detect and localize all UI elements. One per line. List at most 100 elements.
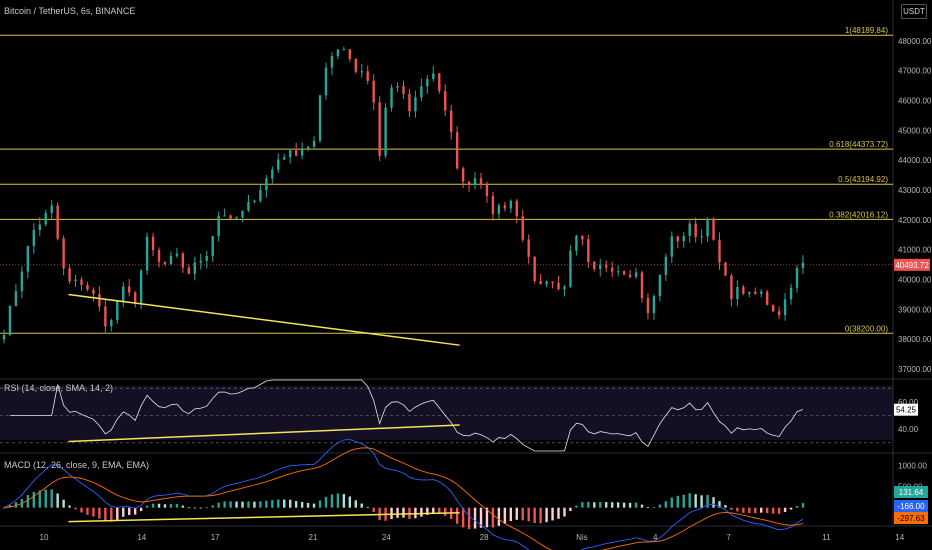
macd-histogram-bar	[157, 503, 161, 508]
macd-indicator-label[interactable]: MACD (12, 26, close, 9, EMA, EMA)	[4, 460, 150, 470]
candle	[789, 287, 793, 300]
candle	[223, 215, 226, 217]
macd-histogram-bar	[771, 507, 775, 514]
macd-histogram-bar	[557, 507, 560, 519]
macd-histogram-bar	[742, 507, 745, 513]
candle	[771, 304, 775, 312]
candle	[259, 189, 262, 201]
macd-histogram-bar	[515, 507, 518, 520]
price-tick-label: 42000.00	[898, 216, 932, 225]
macd-histogram-bar	[485, 507, 489, 528]
price-tick-label: 47000.00	[898, 67, 932, 76]
candle	[432, 73, 435, 79]
candle	[521, 216, 524, 240]
macd-histogram-bar	[783, 507, 787, 513]
fib-level-label: 1(48189.84)	[845, 26, 888, 35]
candle	[128, 286, 131, 293]
macd-histogram-bar	[569, 507, 572, 512]
candle	[497, 205, 501, 214]
macd-line-value-label: -166.00	[897, 502, 925, 511]
candle	[593, 261, 596, 270]
candle	[122, 286, 125, 302]
macd-histogram-bar	[169, 504, 173, 508]
macd-histogram-bar	[712, 497, 715, 508]
candle	[533, 256, 536, 282]
candle	[104, 306, 107, 327]
candle	[545, 281, 548, 285]
candle	[688, 223, 691, 237]
macd-histogram-bar	[646, 507, 650, 508]
candle	[742, 286, 745, 294]
rsi-indicator-label[interactable]: RSI (14, close, SMA, 14, 2)	[4, 383, 114, 393]
candle	[92, 289, 95, 294]
candle	[62, 238, 65, 269]
macd-histogram-bar	[479, 507, 483, 528]
candle	[32, 230, 36, 247]
macd-histogram-bar	[223, 501, 226, 508]
price-tick-label: 46000.00	[898, 97, 932, 106]
fib-level-label: 0.618(44373.72)	[829, 140, 888, 149]
candle	[384, 107, 387, 156]
candle	[491, 196, 495, 214]
candle	[414, 97, 417, 112]
candle	[426, 78, 429, 87]
macd-histogram-bar	[736, 507, 739, 512]
macd-histogram-bar	[139, 507, 143, 512]
candle	[26, 246, 30, 272]
candle	[247, 201, 250, 211]
macd-histogram-bar	[748, 507, 751, 514]
candle	[581, 235, 584, 240]
macd-histogram-bar	[68, 505, 71, 508]
candle	[652, 296, 656, 314]
macd-histogram-bar	[50, 489, 53, 508]
macd-histogram-bar	[426, 507, 429, 515]
candle	[289, 150, 292, 158]
macd-histogram-bar	[277, 499, 280, 508]
macd-histogram-bar	[253, 501, 256, 508]
candle	[271, 169, 274, 179]
candle	[783, 299, 787, 316]
time-tick-label: 7	[726, 533, 731, 542]
candle	[14, 291, 18, 306]
price-tick-label: 38000.00	[898, 335, 932, 344]
macd-histogram-bar	[38, 490, 41, 508]
macd-histogram-value-label: 131.64	[899, 488, 924, 497]
macd-histogram-bar	[491, 507, 495, 528]
candle	[205, 256, 208, 261]
candle	[74, 279, 77, 282]
candle	[20, 271, 24, 292]
candle	[175, 253, 179, 256]
price-trendline	[68, 293, 460, 346]
macd-histogram-bar	[473, 507, 477, 529]
macd-signal-value-label: -297.63	[897, 514, 925, 523]
macd-histogram-bar	[688, 493, 691, 508]
currency-badge[interactable]: USDT	[901, 4, 927, 19]
rsi-tick-label: 40.00	[898, 425, 919, 434]
time-tick-label: 24	[382, 533, 391, 542]
candle	[700, 236, 703, 238]
candle	[801, 262, 805, 269]
price-tick-label: 40000.00	[898, 276, 932, 285]
macd-histogram-bar	[575, 505, 578, 508]
macd-histogram-bar	[766, 507, 769, 514]
macd-histogram-bar	[336, 493, 340, 508]
candle	[706, 218, 709, 237]
macd-histogram-bar	[610, 502, 614, 508]
macd-histogram-bar	[801, 503, 805, 508]
candle	[181, 253, 185, 268]
candle	[86, 284, 89, 290]
macd-histogram-bar	[634, 502, 638, 508]
macd-histogram-bar	[175, 504, 179, 508]
candle	[330, 56, 334, 68]
candle	[718, 239, 721, 263]
candle	[283, 157, 286, 160]
time-tick-label: 28	[480, 533, 489, 542]
candle	[294, 150, 298, 156]
candle	[622, 271, 626, 275]
candle	[676, 236, 679, 242]
macd-histogram-bar	[44, 489, 47, 508]
candle	[163, 261, 167, 264]
macd-histogram-bar	[32, 492, 36, 508]
